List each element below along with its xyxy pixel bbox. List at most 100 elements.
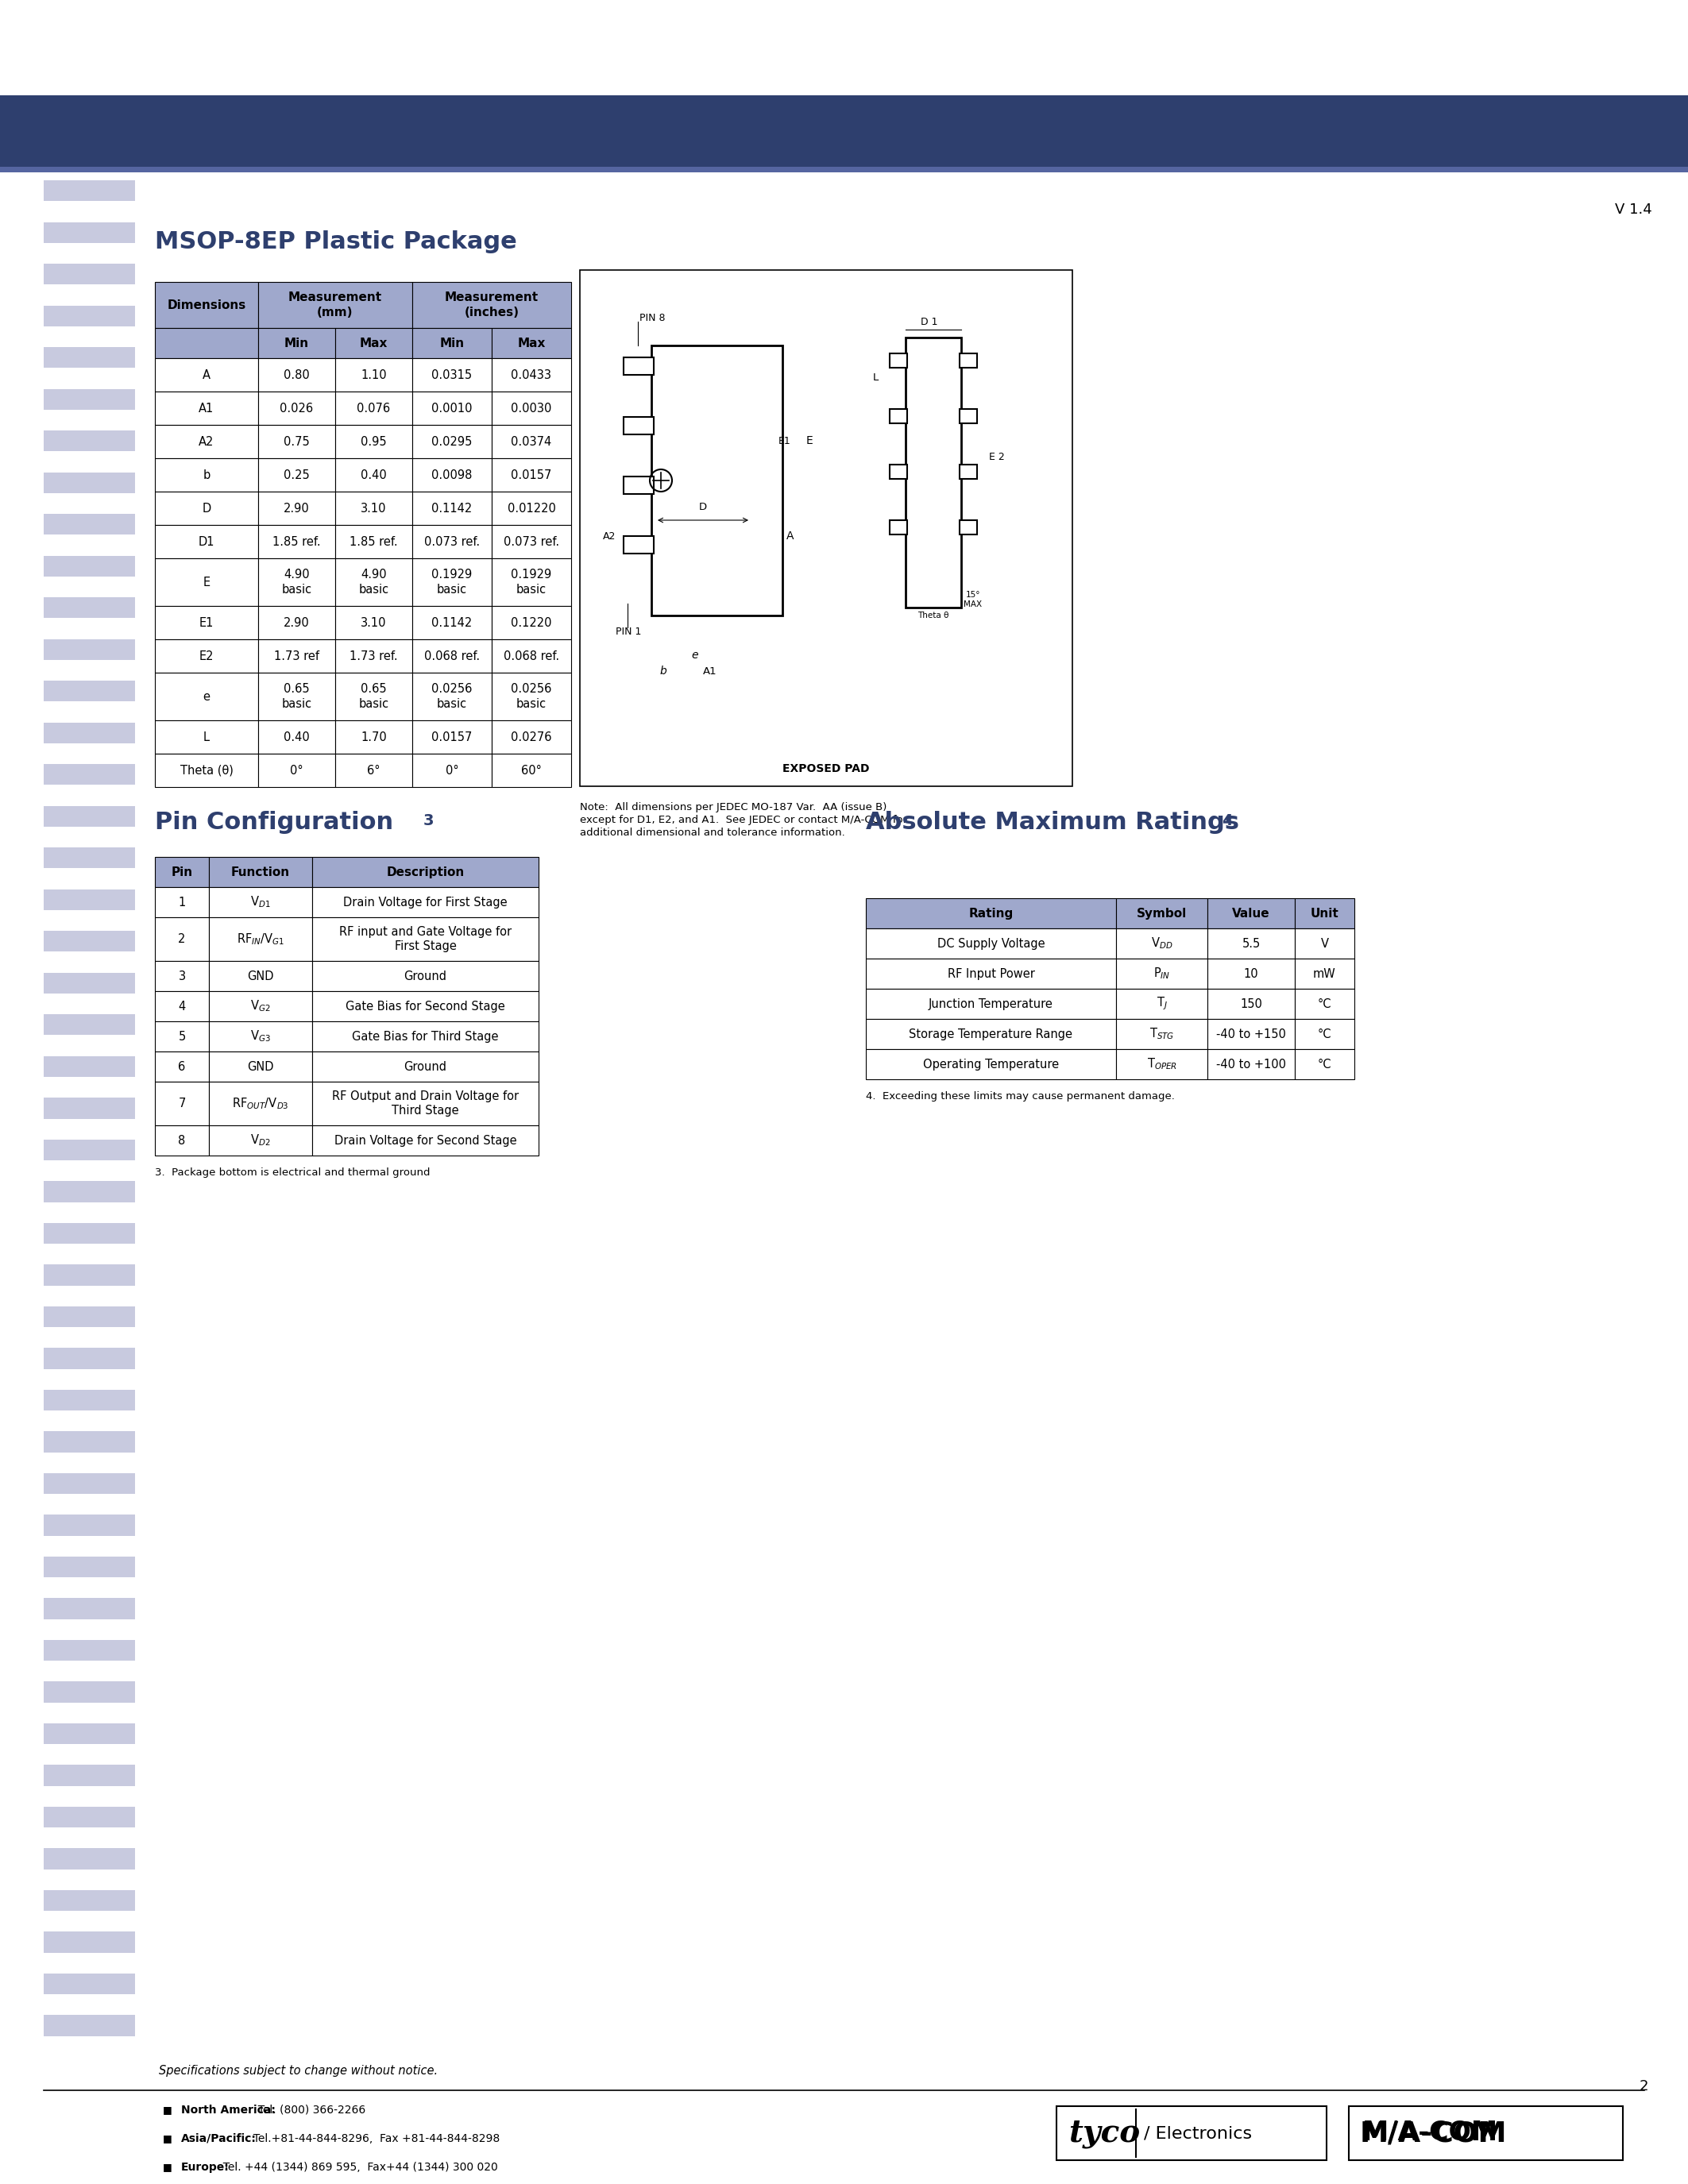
Bar [1116, 989, 1207, 1020]
Bar [336, 673, 412, 721]
Text: L: L [873, 371, 878, 382]
Text: E 2: E 2 [989, 452, 1004, 461]
Text: 0.0157: 0.0157 [432, 732, 473, 743]
Bar [1116, 928, 1207, 959]
Text: PIN 1: PIN 1 [616, 627, 641, 636]
Bar [44, 1472, 135, 1494]
Bar [491, 721, 571, 753]
Bar [155, 1022, 209, 1051]
Bar [866, 1020, 1116, 1048]
Text: 0.0315: 0.0315 [432, 369, 473, 380]
Text: A1: A1 [702, 666, 717, 677]
Text: 0.0157: 0.0157 [511, 470, 552, 480]
Text: 0.0256
basic: 0.0256 basic [511, 684, 552, 710]
Text: PIN 8: PIN 8 [640, 312, 665, 323]
Bar [44, 347, 135, 367]
Bar [44, 1286, 135, 1306]
Bar [258, 328, 336, 358]
Bar [1207, 959, 1295, 989]
Text: Μ/Α-COM: Μ/Α-COM [1362, 2121, 1499, 2147]
Text: ■: ■ [162, 2105, 172, 2114]
Bar [44, 2016, 135, 2035]
Bar [890, 520, 906, 535]
Bar [623, 535, 653, 553]
Text: D 1: D 1 [922, 317, 939, 328]
Text: MSOP-8EP Plastic Package: MSOP-8EP Plastic Package [155, 229, 517, 253]
Text: E2: E2 [199, 651, 214, 662]
Bar [412, 605, 491, 640]
Bar [155, 917, 209, 961]
Bar [491, 559, 571, 605]
Bar [44, 1787, 135, 1806]
Bar [44, 389, 135, 411]
Text: A: A [203, 369, 211, 380]
Bar [155, 1051, 209, 1081]
Text: L: L [203, 732, 209, 743]
Text: 5.5: 5.5 [1242, 937, 1261, 950]
Text: tyco: tyco [1069, 2118, 1139, 2149]
Bar [1116, 959, 1207, 989]
Text: ■: ■ [162, 2162, 172, 2173]
Text: V 1.4: V 1.4 [1615, 203, 1653, 216]
Text: Junction Temperature: Junction Temperature [928, 998, 1053, 1009]
Bar [44, 264, 135, 284]
Bar [44, 242, 135, 264]
Text: 0.40: 0.40 [284, 732, 309, 743]
Text: 0.40: 0.40 [361, 470, 387, 480]
Bar [258, 491, 336, 524]
Bar [1057, 2105, 1327, 2160]
Bar [412, 491, 491, 524]
Bar [866, 1048, 1116, 1079]
Bar [44, 284, 135, 306]
Bar [491, 491, 571, 524]
Bar [866, 898, 1116, 928]
Bar [0, 166, 1688, 173]
Text: A1: A1 [199, 402, 214, 415]
Text: 4.90
basic: 4.90 basic [358, 568, 388, 596]
Text: 2: 2 [179, 933, 186, 946]
Text: 4: 4 [179, 1000, 186, 1011]
Bar [258, 673, 336, 721]
Bar [155, 391, 258, 426]
Bar [1295, 989, 1354, 1020]
Bar [866, 989, 1116, 1020]
Text: -40 to +100: -40 to +100 [1215, 1059, 1286, 1070]
Text: 1.73 ref: 1.73 ref [273, 651, 319, 662]
Text: °C: °C [1318, 998, 1332, 1009]
Text: 0.0010: 0.0010 [432, 402, 473, 415]
Bar [623, 417, 653, 435]
Text: 8: 8 [179, 1133, 186, 1147]
Text: 4.90
basic: 4.90 basic [282, 568, 312, 596]
Text: Tel. (800) 366-2266: Tel. (800) 366-2266 [252, 2105, 366, 2116]
Text: RF$_{IN}$/V$_{G1}$: RF$_{IN}$/V$_{G1}$ [236, 933, 285, 946]
Bar [44, 1848, 135, 1870]
Bar [155, 524, 258, 559]
Bar [44, 1933, 135, 1952]
Text: Tel.+81-44-844-8296,  Fax +81-44-844-8298: Tel.+81-44-844-8296, Fax +81-44-844-8298 [246, 2134, 500, 2145]
Bar [44, 1618, 135, 1640]
Bar [44, 181, 135, 201]
Bar [209, 1125, 312, 1155]
Text: Absolute Maximum Ratings: Absolute Maximum Ratings [866, 810, 1239, 834]
Text: V: V [1320, 937, 1328, 950]
Text: 0.0030: 0.0030 [511, 402, 552, 415]
Text: 0.80: 0.80 [284, 369, 309, 380]
Text: V$_{G2}$: V$_{G2}$ [250, 998, 270, 1013]
Text: V$_{D1}$: V$_{D1}$ [250, 895, 270, 909]
Bar [155, 753, 258, 786]
Text: Min: Min [284, 336, 309, 349]
Bar [44, 660, 135, 681]
Text: E1: E1 [199, 616, 214, 629]
Text: 1.70: 1.70 [361, 732, 387, 743]
Bar [336, 524, 412, 559]
Text: 1.85 ref.: 1.85 ref. [273, 535, 321, 548]
Bar [44, 1806, 135, 1828]
Text: 0.1220: 0.1220 [511, 616, 552, 629]
Bar [44, 1348, 135, 1369]
Bar [44, 1243, 135, 1265]
Bar [0, 96, 1688, 166]
Bar [44, 723, 135, 743]
Bar [209, 1022, 312, 1051]
Bar [312, 1022, 538, 1051]
Text: 0.01220: 0.01220 [506, 502, 555, 513]
